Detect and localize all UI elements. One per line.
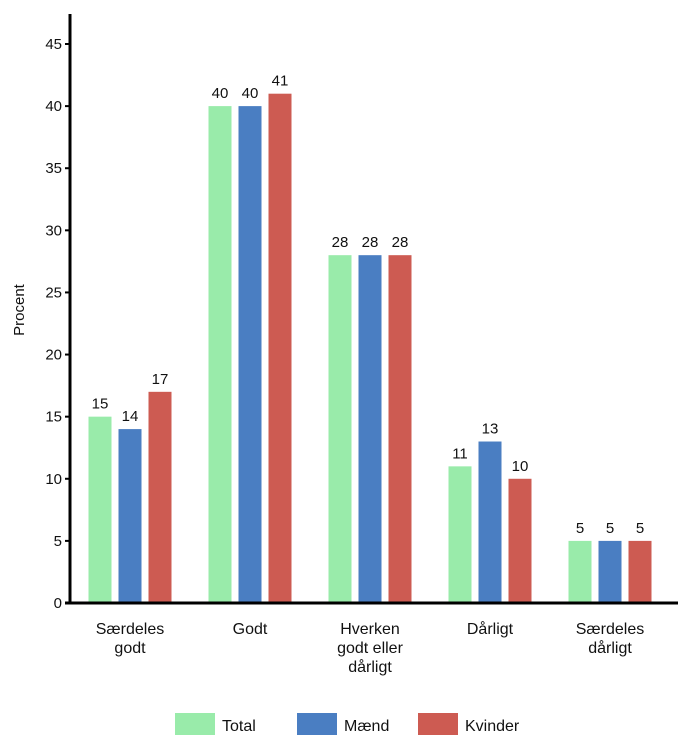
data-label: 10: [512, 458, 529, 475]
y-tick-label: 35: [45, 160, 62, 177]
data-label: 14: [122, 408, 139, 425]
bar: [388, 255, 412, 603]
legend-label: Total: [222, 718, 256, 735]
bar: [508, 478, 532, 603]
legend-swatch: [297, 713, 337, 735]
y-tick-label: 10: [45, 471, 62, 488]
y-tick-label: 30: [45, 222, 62, 239]
y-axis-title: Procent: [11, 283, 28, 336]
x-category-label: Dårligt: [467, 620, 514, 638]
data-label: 13: [482, 421, 499, 438]
bar: [568, 540, 592, 603]
data-label: 15: [92, 396, 109, 413]
bar: [328, 255, 352, 603]
bar: [358, 255, 382, 603]
data-labels: 15 40 28 11 5 14 40 28 13 5 17 41 28 10 5: [92, 73, 645, 537]
bar: [88, 416, 112, 603]
bar: [148, 391, 172, 603]
data-label: 40: [212, 85, 229, 102]
legend: Total Mænd Kvinder: [175, 713, 520, 735]
y-axis-ticks: 0 5 10 15 20 25 30 35 40 45: [45, 36, 70, 612]
data-label: 28: [392, 234, 409, 251]
x-category-label: Hverken godt eller dårligt: [337, 621, 403, 676]
bar-series: [88, 93, 652, 603]
data-label: 5: [636, 520, 644, 537]
x-category-label: Særdeles godt: [96, 621, 164, 657]
legend-label: Kvinder: [465, 718, 520, 735]
y-tick-label: 0: [54, 595, 62, 612]
y-tick-label: 25: [45, 284, 62, 301]
data-label: 17: [152, 371, 169, 388]
bar: [238, 106, 262, 603]
data-label: 40: [242, 85, 259, 102]
data-label: 5: [576, 520, 584, 537]
bar: [448, 466, 472, 603]
y-tick-label: 15: [45, 409, 62, 426]
legend-swatch: [418, 713, 458, 735]
bar: [208, 106, 232, 603]
legend-swatch: [175, 713, 215, 735]
y-tick-label: 20: [45, 347, 62, 364]
x-category-label: Godt: [233, 621, 268, 638]
y-tick-label: 5: [54, 533, 62, 550]
bar: [268, 93, 292, 603]
data-label: 5: [606, 520, 614, 537]
bar: [118, 429, 142, 603]
data-label: 28: [332, 234, 349, 251]
bar: [628, 540, 652, 603]
x-category-label: Særdeles dårligt: [576, 621, 644, 657]
bar: [598, 540, 622, 603]
data-label: 28: [362, 234, 379, 251]
bar: [478, 441, 502, 603]
data-label: 11: [452, 445, 468, 462]
y-tick-label: 45: [45, 36, 62, 53]
y-tick-label: 40: [45, 98, 62, 115]
data-label: 41: [272, 73, 289, 90]
legend-label: Mænd: [344, 718, 389, 735]
category-labels: Særdeles godt Godt Hverken godt eller dårligt…: [96, 620, 644, 676]
